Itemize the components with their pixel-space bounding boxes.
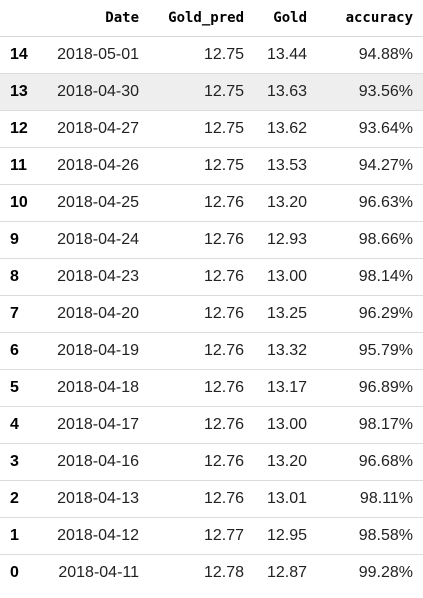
gold-cell: 13.32	[254, 332, 317, 370]
gold-pred-cell: 12.76	[149, 184, 254, 222]
accuracy-cell: 94.27%	[317, 147, 423, 185]
row-index: 1	[0, 517, 37, 555]
date-cell: 2018-04-26	[37, 147, 149, 185]
gold-cell: 13.44	[266, 46, 307, 63]
date-cell: 2018-04-17	[37, 406, 149, 444]
accuracy-cell: 96.63%	[317, 184, 423, 222]
date-cell: 2018-04-13	[37, 480, 149, 518]
header-gold-pred: Gold_pred	[149, 0, 254, 37]
row-index: 7	[0, 295, 37, 333]
row-index: 13	[0, 73, 37, 111]
gold-pred-cell: 12.78	[149, 554, 254, 592]
accuracy-cell: 93.64%	[317, 110, 423, 148]
table-row: 14 2018-05-01 12.75 13.44 94.88%	[0, 37, 423, 74]
gold-cell: 13.20	[254, 184, 317, 222]
accuracy-cell: 99.28%	[317, 554, 423, 592]
gold-cell: 13.63	[254, 73, 317, 111]
accuracy-cell: 98.58%	[317, 517, 423, 555]
table-header: Date Gold_pred Gold accuracy	[0, 0, 423, 37]
accuracy-cell: 95.79%	[317, 332, 423, 370]
accuracy-cell: 98.14%	[317, 258, 423, 296]
accuracy-cell: 98.17%	[317, 406, 423, 444]
gold-pred-cell: 12.75	[149, 147, 254, 185]
accuracy-cell: 96.89%	[317, 369, 423, 407]
table-row: 4 2018-04-17 12.76 13.00 98.17%	[0, 406, 423, 444]
date-cell: 2018-04-30	[37, 73, 149, 111]
date-cell: 2018-04-16	[37, 443, 149, 481]
accuracy-cell: 96.68%	[317, 443, 423, 481]
row-index: 0	[0, 554, 37, 592]
date-cell: 2018-04-20	[37, 295, 149, 333]
table-row: 7 2018-04-20 12.76 13.25 96.29%	[0, 295, 423, 333]
date-cell: 2018-05-01	[57, 46, 139, 63]
accuracy-cell: 96.29%	[317, 295, 423, 333]
table-row: 2 2018-04-13 12.76 13.01 98.11%	[0, 480, 423, 518]
gold-cell: 12.87	[254, 554, 317, 592]
gold-pred-cell: 12.76	[149, 406, 254, 444]
gold-cell: 13.01	[254, 480, 317, 518]
header-gold: Gold	[254, 0, 317, 37]
row-index: 3	[0, 443, 37, 481]
table-row: 10 2018-04-25 12.76 13.20 96.63%	[0, 184, 423, 222]
accuracy-cell: 93.56%	[317, 73, 423, 111]
row-index: 2	[0, 480, 37, 518]
row-index: 10	[0, 184, 37, 222]
table-row: 8 2018-04-23 12.76 13.00 98.14%	[0, 258, 423, 296]
date-cell: 2018-04-18	[37, 369, 149, 407]
row-index: 4	[0, 406, 37, 444]
gold-pred-cell: 12.76	[149, 480, 254, 518]
gold-cell: 13.20	[254, 443, 317, 481]
row-index: 6	[0, 332, 37, 370]
row-index: 8	[0, 258, 37, 296]
gold-cell: 12.95	[254, 517, 317, 555]
table-row: 1 2018-04-12 12.77 12.95 98.58%	[0, 517, 423, 555]
table-row: 13 2018-04-30 12.75 13.63 93.56%	[0, 73, 423, 111]
table-row: 3 2018-04-16 12.76 13.20 96.68%	[0, 443, 423, 481]
header-date: Date	[37, 0, 149, 37]
date-cell: 2018-04-27	[37, 110, 149, 148]
row-index: 14	[10, 46, 28, 63]
gold-pred-cell: 12.75	[149, 73, 254, 111]
row-index: 11	[0, 147, 37, 185]
gold-pred-cell: 12.76	[149, 258, 254, 296]
date-cell: 2018-04-19	[37, 332, 149, 370]
table-row: 0 2018-04-11 12.78 12.87 99.28%	[0, 554, 423, 592]
gold-cell: 12.93	[254, 221, 317, 259]
gold-pred-cell: 12.75	[149, 110, 254, 148]
gold-cell: 13.00	[254, 406, 317, 444]
row-index: 9	[0, 221, 37, 259]
date-cell: 2018-04-12	[37, 517, 149, 555]
gold-pred-cell: 12.76	[149, 221, 254, 259]
header-accuracy: accuracy	[317, 0, 423, 37]
gold-pred-cell: 12.76	[149, 369, 254, 407]
accuracy-cell: 98.11%	[317, 480, 423, 518]
header-row: Date Gold_pred Gold accuracy	[0, 0, 423, 37]
table-row: 12 2018-04-27 12.75 13.62 93.64%	[0, 110, 423, 148]
date-cell: 2018-04-25	[37, 184, 149, 222]
gold-pred-cell: 12.77	[149, 517, 254, 555]
gold-pred-cell: 12.76	[149, 443, 254, 481]
date-cell: 2018-04-24	[37, 221, 149, 259]
gold-pred-cell: 12.75	[203, 46, 244, 63]
row-index: 5	[0, 369, 37, 407]
table-row: 5 2018-04-18 12.76 13.17 96.89%	[0, 369, 423, 407]
gold-pred-cell: 12.76	[149, 332, 254, 370]
gold-cell: 13.17	[254, 369, 317, 407]
date-cell: 2018-04-11	[37, 554, 149, 592]
table-row: 11 2018-04-26 12.75 13.53 94.27%	[0, 147, 423, 185]
gold-cell: 13.25	[254, 295, 317, 333]
accuracy-cell: 94.88%	[358, 46, 413, 63]
accuracy-cell: 98.66%	[317, 221, 423, 259]
gold-cell: 13.62	[254, 110, 317, 148]
gold-cell: 13.00	[254, 258, 317, 296]
table-body: 14 2018-05-01 12.75 13.44 94.88% 13 2018-04-30…	[0, 37, 423, 592]
date-cell: 2018-04-23	[37, 258, 149, 296]
table-row: 9 2018-04-24 12.76 12.93 98.66%	[0, 221, 423, 259]
gold-cell: 13.53	[254, 147, 317, 185]
row-index: 12	[0, 110, 37, 148]
header-index	[0, 0, 37, 37]
table-row: 6 2018-04-19 12.76 13.32 95.79%	[0, 332, 423, 370]
gold-pred-cell: 12.76	[149, 295, 254, 333]
